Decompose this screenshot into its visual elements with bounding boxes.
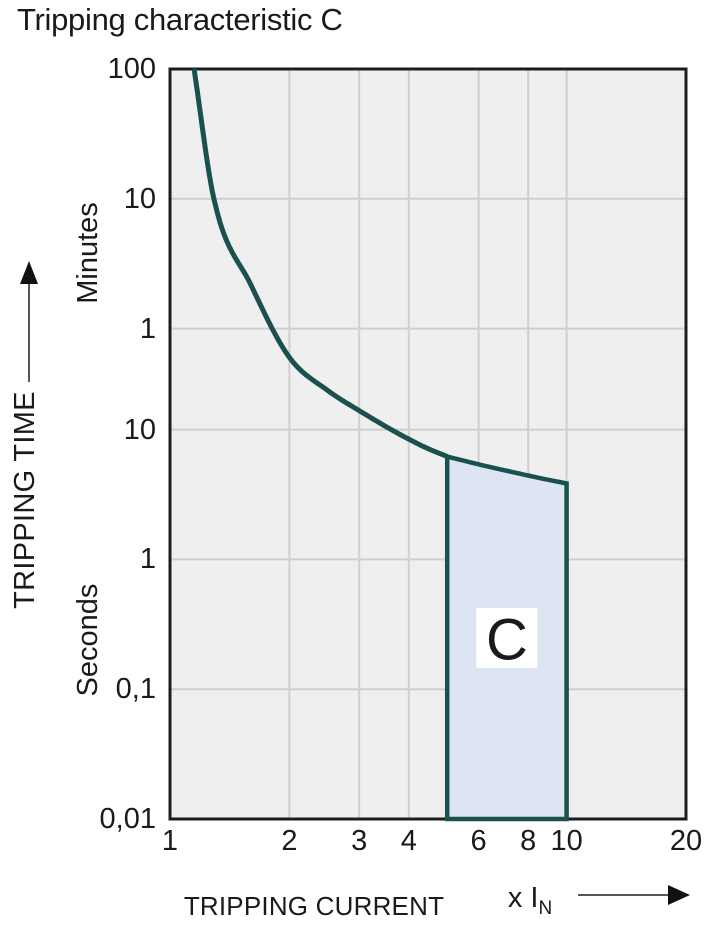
y-axis-arrow-icon bbox=[20, 261, 38, 383]
x-tick-label: 4 bbox=[400, 825, 417, 857]
x-axis-unit-subscript: N bbox=[538, 897, 553, 919]
x-tick-label: 2 bbox=[281, 825, 298, 857]
x-axis-arrow-icon bbox=[578, 884, 690, 906]
y-axis-title: TRIPPING TIME bbox=[9, 391, 41, 609]
plot-background bbox=[170, 69, 686, 819]
arrow-shaft bbox=[28, 284, 30, 382]
x-tick-label: 20 bbox=[669, 825, 703, 857]
x-axis-unit-prefix: x I bbox=[507, 882, 539, 914]
y-tick-label: 1 bbox=[139, 312, 156, 345]
y-tick-label: 100 bbox=[107, 53, 156, 85]
arrow-right-head-icon bbox=[668, 885, 690, 905]
y-tick-label: 1 bbox=[139, 543, 156, 576]
y-tick-label: 0,1 bbox=[115, 673, 156, 706]
plot-frame bbox=[168, 67, 688, 821]
x-axis-title: TRIPPING CURRENT bbox=[183, 891, 445, 921]
y-tick-label: 0,01 bbox=[99, 803, 156, 835]
x-tick-label: 10 bbox=[550, 825, 583, 857]
band-label-box bbox=[476, 608, 538, 668]
x-tick-label: 8 bbox=[520, 825, 537, 857]
arrow-shaft bbox=[578, 894, 668, 896]
x-tick-label: 6 bbox=[470, 825, 487, 857]
x-tick-label: 1 bbox=[161, 825, 179, 857]
tripping-curve bbox=[191, 69, 449, 459]
x-tick-label: 3 bbox=[351, 825, 368, 857]
chart-title: Tripping characteristic C bbox=[17, 2, 343, 37]
x-axis-unit: x IN bbox=[488, 882, 572, 918]
y-tick-label: 10 bbox=[123, 182, 156, 215]
band-label: C bbox=[486, 608, 528, 673]
y-tick-label: 10 bbox=[123, 413, 156, 446]
arrow-up-head-icon bbox=[20, 261, 38, 284]
